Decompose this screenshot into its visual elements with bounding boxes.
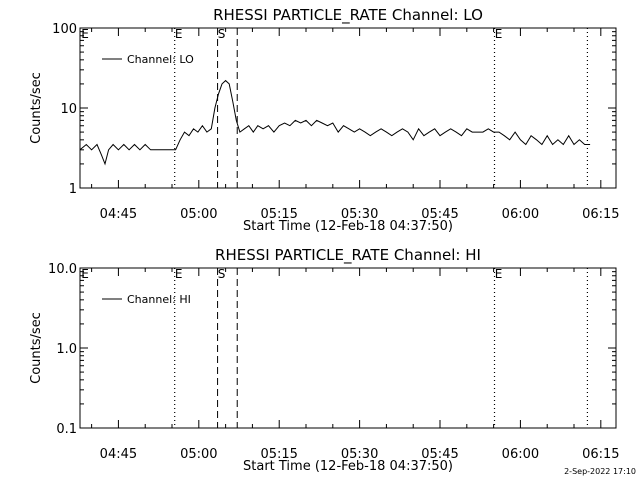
series-line — [79, 79, 591, 166]
y-axis-label: Counts/sec — [29, 312, 44, 384]
x-tick-label: 05:45 — [421, 207, 458, 222]
event-marker-label: S — [218, 27, 226, 41]
edge-marker-label: E — [81, 267, 89, 281]
event-marker-label: E — [175, 267, 183, 281]
x-tick-label: 05:30 — [341, 207, 378, 222]
x-tick-label: 05:30 — [341, 447, 378, 462]
x-tick-label: 06:00 — [502, 447, 539, 462]
lo-channel-panel: RHESSI PARTICLE_RATE Channel: LO 04:45 05:… — [29, 6, 620, 234]
plot-frame — [79, 267, 617, 429]
x-tick-label: 05:15 — [260, 207, 297, 222]
event-marker-label: S — [218, 267, 226, 281]
legend-label: Channel: LO — [127, 53, 194, 66]
chart-title: RHESSI PARTICLE_RATE Channel: LO — [213, 6, 483, 25]
event-marker-label: E — [495, 27, 503, 41]
legend-label: Channel: HI — [127, 293, 191, 306]
x-axis-label: Start Time (12-Feb-18 04:37:50) — [243, 459, 453, 474]
y-tick-label: 1 — [69, 182, 77, 197]
date-stamp: 2-Sep-2022 17:10 — [564, 467, 636, 476]
x-tick-label: 06:00 — [502, 207, 539, 222]
x-tick-label: 05:00 — [180, 207, 217, 222]
hi-channel-panel: RHESSI PARTICLE_RATE Channel: HI 04:45 05:… — [29, 246, 620, 474]
x-axis-label: Start Time (12-Feb-18 04:37:50) — [243, 219, 453, 234]
y-tick-label: 100 — [52, 22, 77, 37]
y-tick-label: 10.0 — [48, 262, 77, 277]
chart-title: RHESSI PARTICLE_RATE Channel: HI — [215, 246, 481, 265]
x-tick-label: 04:45 — [100, 447, 137, 462]
plot-frame — [79, 27, 617, 189]
event-marker-label: E — [175, 27, 183, 41]
y-axis-label: Counts/sec — [29, 72, 44, 144]
y-tick-label: 10 — [60, 102, 77, 117]
edge-marker-label: E — [81, 27, 89, 41]
x-tick-label: 05:15 — [260, 447, 297, 462]
event-marker-label: E — [495, 267, 503, 281]
y-tick-label: 0.1 — [56, 422, 77, 437]
x-tick-label: 04:45 — [100, 207, 137, 222]
x-tick-label: 05:45 — [421, 447, 458, 462]
x-tick-label: 06:15 — [582, 207, 619, 222]
x-tick-label: 06:15 — [582, 447, 619, 462]
x-tick-label: 05:00 — [180, 447, 217, 462]
y-tick-label: 1.0 — [56, 342, 77, 357]
